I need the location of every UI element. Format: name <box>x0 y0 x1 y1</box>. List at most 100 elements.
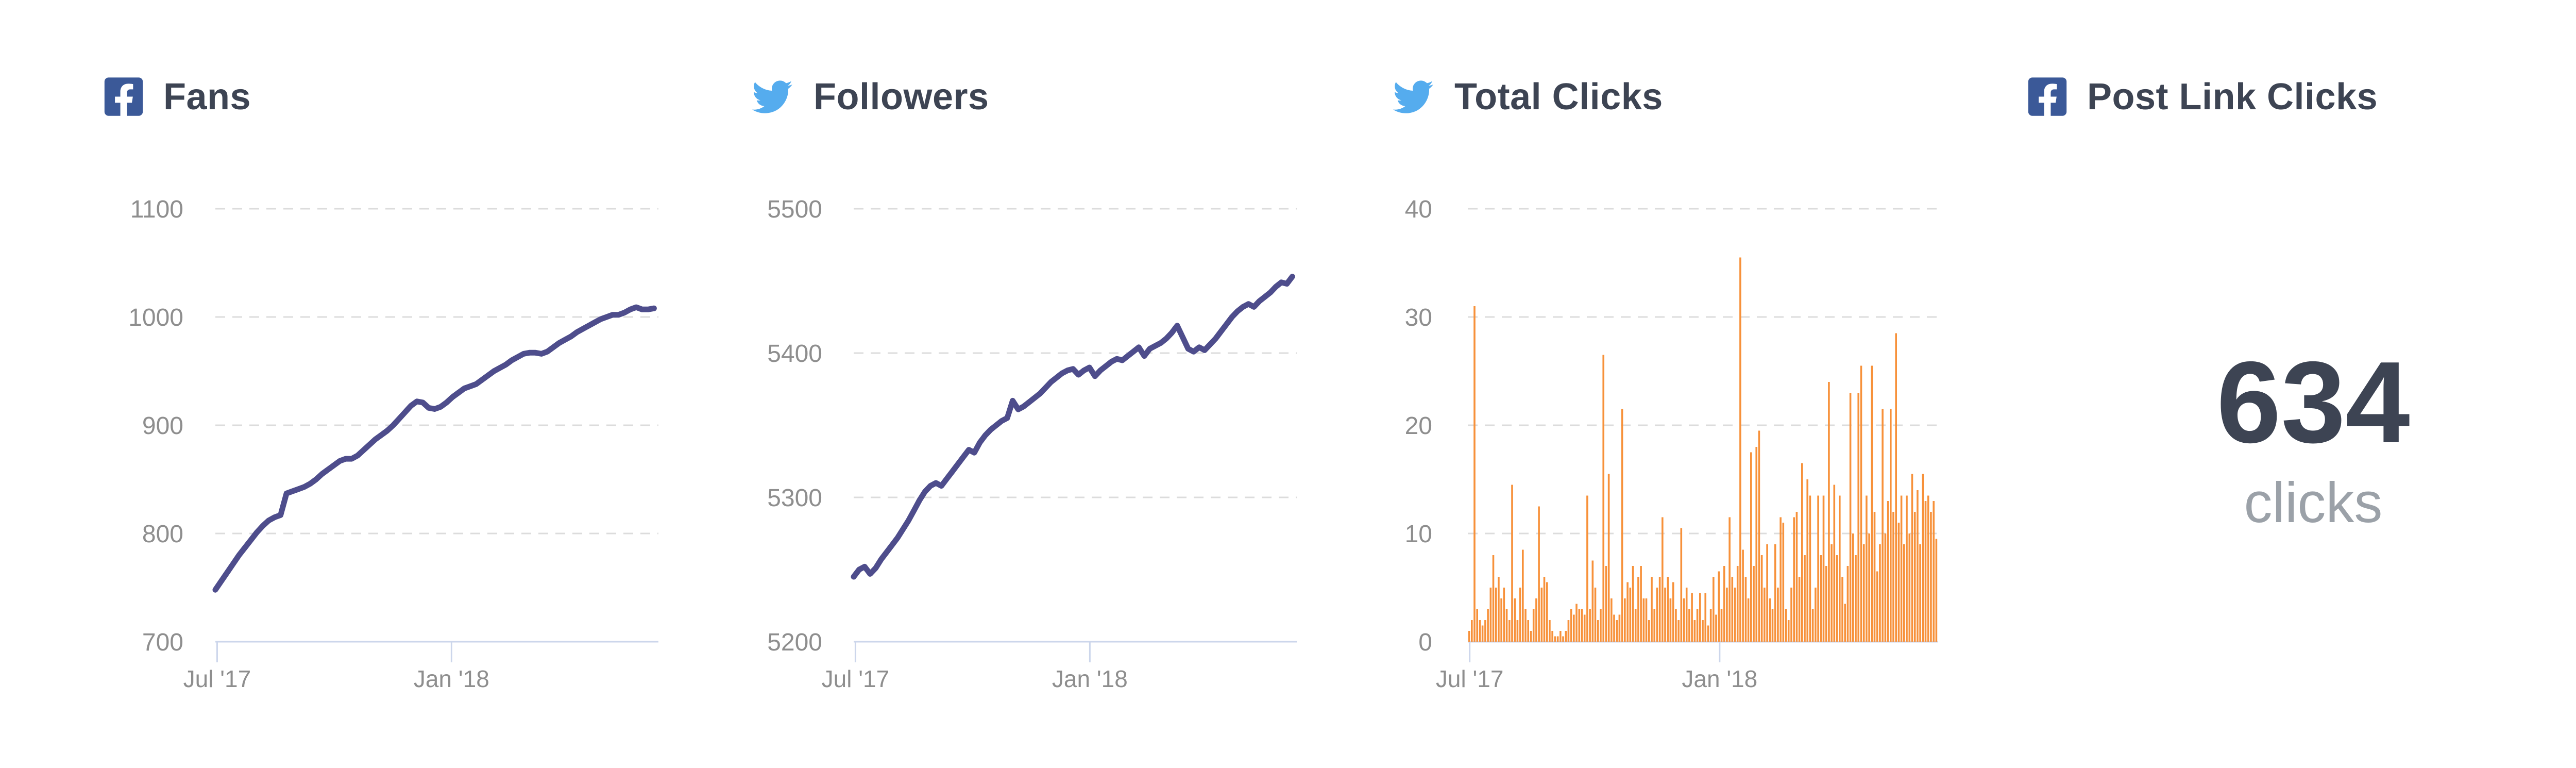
total-clicks-bar <box>1567 620 1570 642</box>
total-clicks-bar <box>1699 593 1701 642</box>
total-clicks-bar <box>1498 577 1500 642</box>
total-clicks-bar <box>1481 625 1484 642</box>
total-clicks-bar <box>1744 577 1747 642</box>
total-clicks-bar <box>1530 631 1532 642</box>
total-clicks-bar <box>1586 495 1588 642</box>
fans-x-axis-label: Jan '18 <box>414 665 489 692</box>
total-clicks-bar <box>1667 577 1669 642</box>
total-clicks-bar <box>1522 549 1524 642</box>
total-clicks-bar <box>1728 517 1731 642</box>
total-clicks-bar <box>1833 485 1836 642</box>
followers-y-axis-label: 5500 <box>767 196 822 223</box>
total-clicks-bar <box>1844 604 1846 642</box>
total-clicks-bar <box>1642 598 1645 642</box>
metric-label: clicks <box>2244 471 2383 535</box>
facebook-icon <box>2025 75 2070 119</box>
total-clicks-y-axis-label: 20 <box>1405 412 1432 440</box>
total-clicks-bar <box>1479 620 1481 642</box>
total-clicks-bar <box>1919 544 1921 642</box>
total-clicks-bar <box>1731 577 1734 642</box>
total-clicks-bar <box>1930 512 1932 642</box>
total-clicks-y-axis-label: 40 <box>1405 196 1432 223</box>
total-clicks-bar <box>1500 598 1502 642</box>
total-clicks-bar <box>1570 609 1572 642</box>
total-clicks-bar <box>1675 609 1677 642</box>
total-clicks-bar <box>1648 620 1650 642</box>
total-clicks-bar <box>1589 609 1591 642</box>
total-clicks-bar <box>1677 620 1680 642</box>
total-clicks-bar <box>1849 393 1852 642</box>
total-clicks-bar <box>1876 571 1878 642</box>
total-clicks-bar <box>1645 598 1648 642</box>
total-clicks-bar <box>1820 555 1822 642</box>
total-clicks-bar <box>1787 620 1790 642</box>
total-clicks-bar <box>1613 614 1615 642</box>
twitter-icon <box>749 77 796 117</box>
total-clicks-bar <box>1908 533 1911 642</box>
total-clicks-bar <box>1607 474 1610 642</box>
panel-fans-header: Fans <box>101 75 251 119</box>
total-clicks-bar <box>1680 528 1683 642</box>
total-clicks-bar <box>1895 333 1897 642</box>
post-link-clicks-metric: 634 clicks <box>2159 344 2468 531</box>
followers-line-series <box>851 274 1295 580</box>
total-clicks-bar <box>1543 577 1546 642</box>
total-clicks-bar <box>1836 555 1838 642</box>
panel-total-clicks-title: Total Clicks <box>1454 76 1663 118</box>
total-clicks-bar <box>1879 544 1881 642</box>
total-clicks-bar <box>1720 609 1723 642</box>
total-clicks-x-axis-label: Jul '17 <box>1436 665 1504 692</box>
total-clicks-bar <box>1696 609 1699 642</box>
total-clicks-bar <box>1516 620 1519 642</box>
total-clicks-bar <box>1713 577 1715 642</box>
total-clicks-bar <box>1487 609 1489 642</box>
total-clicks-bar <box>1882 409 1884 642</box>
total-clicks-bar <box>1828 382 1830 642</box>
total-clicks-bar <box>1505 609 1508 642</box>
total-clicks-bar <box>1822 495 1825 642</box>
panel-followers-title: Followers <box>814 76 989 118</box>
total-clicks-bar <box>1476 609 1478 642</box>
total-clicks-bar <box>1611 598 1613 642</box>
total-clicks-bar <box>1632 566 1634 642</box>
total-clicks-bar <box>1809 495 1811 642</box>
total-clicks-bar <box>1524 609 1527 642</box>
total-clicks-bar <box>1841 577 1843 642</box>
panel-total-clicks-header: Total Clicks <box>1389 75 1663 119</box>
total-clicks-bar <box>1605 566 1607 642</box>
total-clicks-bar <box>1715 614 1717 642</box>
metric-value: 634 <box>2216 337 2410 467</box>
total-clicks-bar <box>1691 593 1693 642</box>
total-clicks-bar <box>1495 588 1497 642</box>
total-clicks-bar <box>1806 479 1808 642</box>
total-clicks-bar <box>1511 485 1513 642</box>
total-clicks-bar <box>1860 365 1862 642</box>
fans-y-axis-label: 1100 <box>130 196 183 223</box>
total-clicks-bar <box>1546 582 1548 642</box>
total-clicks-bar <box>1742 549 1744 642</box>
facebook-icon <box>101 75 146 119</box>
total-clicks-bar <box>1573 614 1575 642</box>
total-clicks-bar <box>1637 577 1639 642</box>
total-clicks-bar <box>1621 409 1623 642</box>
total-clicks-bar <box>1790 588 1792 642</box>
total-clicks-bar <box>1709 609 1712 642</box>
total-clicks-bar <box>1492 555 1495 642</box>
total-clicks-bar <box>1736 566 1739 642</box>
total-clicks-y-axis-label: 10 <box>1405 521 1432 548</box>
total-clicks-bar <box>1685 588 1688 642</box>
total-clicks-bar <box>1857 393 1859 642</box>
total-clicks-bar <box>1811 609 1814 642</box>
total-clicks-bar <box>1825 566 1827 642</box>
total-clicks-bar <box>1556 636 1559 642</box>
total-clicks-bar <box>1868 533 1870 642</box>
total-clicks-bar <box>1634 609 1637 642</box>
twitter-icon <box>1389 77 1437 117</box>
total-clicks-bar <box>1565 631 1567 642</box>
total-clicks-bar <box>1651 577 1653 642</box>
total-clicks-bar <box>1707 625 1709 642</box>
total-clicks-bar <box>1862 544 1865 642</box>
total-clicks-bar <box>1624 598 1626 642</box>
fans-y-axis-label: 800 <box>142 521 183 548</box>
total-clicks-bar <box>1755 447 1757 642</box>
